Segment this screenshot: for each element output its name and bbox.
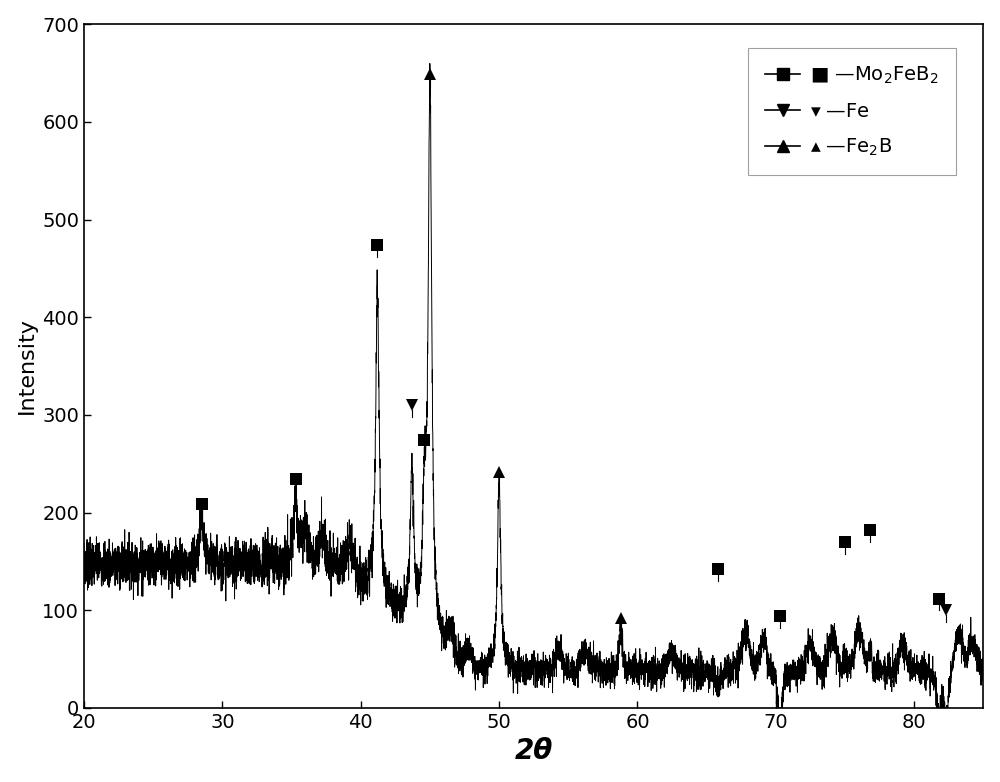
X-axis label: 2θ: 2θ xyxy=(515,737,553,766)
Legend: $\mathbf{\blacksquare}$ —Mo$_2$FeB$_2$, $\mathbf{\blacktriangledown}$ —Fe, $\mat: $\mathbf{\blacksquare}$ —Mo$_2$FeB$_2$, … xyxy=(748,48,956,175)
Y-axis label: Intensity: Intensity xyxy=(17,317,37,414)
